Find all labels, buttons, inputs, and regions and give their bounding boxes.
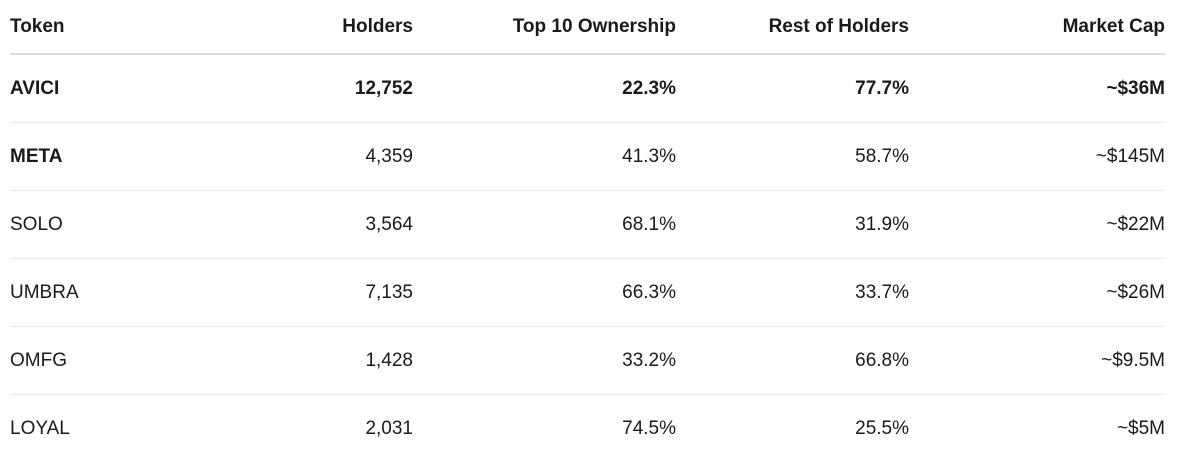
cell-top10-ownership: 66.3% — [413, 258, 676, 327]
table-row: OMFG 1,428 33.2% 66.8% ~$9.5M — [10, 326, 1165, 395]
cell-market-cap: ~$26M — [909, 258, 1165, 327]
cell-top10-ownership: 33.2% — [413, 326, 676, 395]
cell-holders: 1,428 — [250, 326, 413, 395]
token-holders-table: Token Holders Top 10 Ownership Rest of H… — [10, 0, 1165, 462]
cell-token: AVICI — [10, 54, 250, 123]
cell-top10-ownership: 41.3% — [413, 122, 676, 191]
cell-holders: 7,135 — [250, 258, 413, 327]
cell-token: META — [10, 122, 250, 191]
cell-market-cap: ~$5M — [1116, 417, 1165, 439]
cell-holders: 2,031 — [365, 417, 413, 439]
table-row: LOYAL 2,031 74.5% 25.5% ~$5M — [10, 395, 1165, 463]
cell-holders: 12,752 — [250, 54, 413, 123]
header-top10-ownership: Top 10 Ownership — [413, 0, 676, 55]
cell-token: SOLO — [10, 190, 250, 259]
cell-top10-ownership: 74.5% — [622, 417, 676, 439]
cell-holders: 4,359 — [250, 122, 413, 191]
header-token: Token — [10, 0, 250, 55]
cell-rest-of-holders: 25.5% — [855, 417, 909, 439]
cell-token: UMBRA — [10, 258, 250, 327]
cell-holders: 3,564 — [250, 190, 413, 259]
cell-rest-of-holders: 77.7% — [676, 54, 909, 123]
cell-token: OMFG — [10, 326, 250, 395]
table-header-row: Token Holders Top 10 Ownership Rest of H… — [10, 0, 1165, 55]
cell-top10-ownership: 22.3% — [413, 54, 676, 123]
header-market-cap: Market Cap — [909, 0, 1165, 55]
cell-top10-ownership: 68.1% — [413, 190, 676, 259]
table-row: META 4,359 41.3% 58.7% ~$145M — [10, 122, 1165, 191]
cell-rest-of-holders: 33.7% — [676, 258, 909, 327]
header-holders: Holders — [250, 0, 413, 55]
cell-market-cap: ~$145M — [909, 122, 1165, 191]
cell-rest-of-holders: 31.9% — [676, 190, 909, 259]
cell-rest-of-holders: 66.8% — [676, 326, 909, 395]
table-row: AVICI 12,752 22.3% 77.7% ~$36M — [10, 54, 1165, 123]
cell-market-cap: ~$36M — [909, 54, 1165, 123]
header-rest-of-holders: Rest of Holders — [676, 0, 909, 55]
table-row: UMBRA 7,135 66.3% 33.7% ~$26M — [10, 258, 1165, 327]
cell-market-cap: ~$22M — [909, 190, 1165, 259]
cell-rest-of-holders: 58.7% — [676, 122, 909, 191]
cell-market-cap: ~$9.5M — [909, 326, 1165, 395]
cell-token: LOYAL — [10, 417, 70, 439]
table-row: SOLO 3,564 68.1% 31.9% ~$22M — [10, 190, 1165, 259]
